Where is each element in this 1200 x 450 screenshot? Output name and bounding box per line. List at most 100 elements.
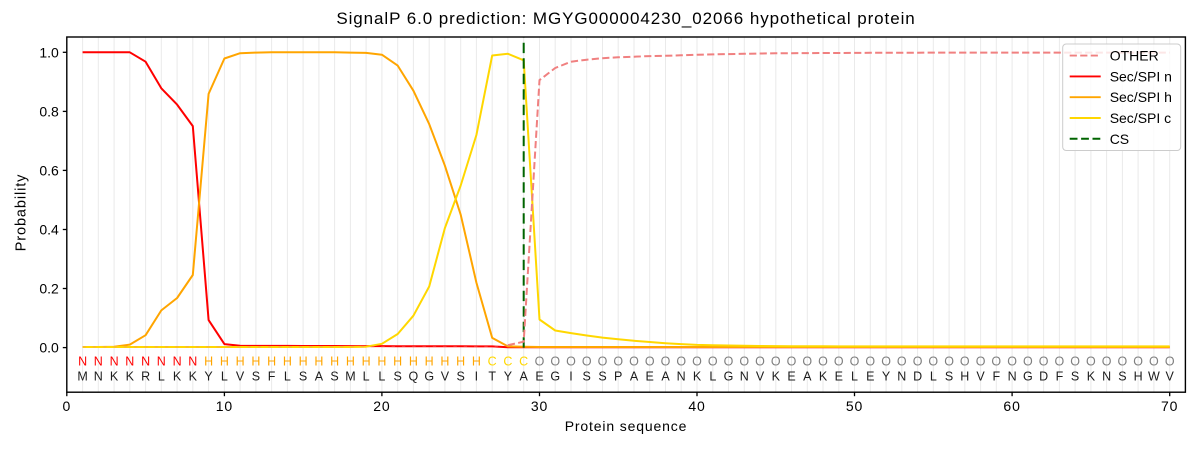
svg-text:I: I — [475, 370, 478, 384]
svg-text:C: C — [519, 355, 528, 369]
svg-text:H: H — [330, 355, 339, 369]
svg-text:10: 10 — [216, 398, 233, 414]
svg-text:CS: CS — [1110, 131, 1129, 147]
svg-text:O: O — [771, 355, 781, 369]
svg-text:F: F — [268, 370, 276, 384]
svg-text:E: E — [646, 370, 654, 384]
svg-text:O: O — [1102, 355, 1112, 369]
svg-text:O: O — [865, 355, 875, 369]
svg-text:N: N — [78, 355, 87, 369]
svg-text:O: O — [944, 355, 954, 369]
svg-text:Y: Y — [504, 370, 513, 384]
svg-text:H: H — [1134, 370, 1143, 384]
svg-text:O: O — [928, 355, 938, 369]
svg-text:H: H — [960, 370, 969, 384]
svg-text:Y: Y — [882, 370, 891, 384]
svg-text:L: L — [221, 370, 228, 384]
svg-text:O: O — [550, 355, 560, 369]
svg-text:M: M — [345, 370, 355, 384]
svg-text:H: H — [472, 355, 481, 369]
svg-text:N: N — [740, 370, 749, 384]
svg-text:A: A — [520, 370, 529, 384]
svg-text:N: N — [94, 355, 103, 369]
svg-text:H: H — [314, 355, 323, 369]
svg-text:H: H — [425, 355, 434, 369]
svg-text:K: K — [819, 370, 828, 384]
svg-text:A: A — [661, 370, 670, 384]
svg-text:O: O — [613, 355, 623, 369]
svg-text:N: N — [1008, 370, 1017, 384]
svg-text:S: S — [1071, 370, 1079, 384]
svg-text:Y: Y — [204, 370, 213, 384]
svg-text:S: S — [394, 370, 402, 384]
svg-text:L: L — [158, 370, 165, 384]
svg-text:1.0: 1.0 — [39, 44, 59, 60]
svg-text:O: O — [708, 355, 718, 369]
svg-text:O: O — [1118, 355, 1128, 369]
svg-text:L: L — [363, 370, 370, 384]
svg-text:H: H — [377, 355, 386, 369]
svg-text:0.0: 0.0 — [39, 340, 59, 356]
svg-text:O: O — [960, 355, 970, 369]
svg-text:N: N — [173, 355, 182, 369]
svg-text:S: S — [252, 370, 260, 384]
svg-text:0.6: 0.6 — [39, 162, 59, 178]
svg-text:N: N — [188, 355, 197, 369]
svg-text:K: K — [173, 370, 182, 384]
svg-text:K: K — [110, 370, 119, 384]
svg-text:A: A — [630, 370, 639, 384]
svg-text:O: O — [629, 355, 639, 369]
svg-text:H: H — [251, 355, 260, 369]
svg-text:R: R — [141, 370, 150, 384]
svg-text:O: O — [1007, 355, 1017, 369]
svg-text:S: S — [598, 370, 606, 384]
svg-text:L: L — [930, 370, 937, 384]
svg-text:K: K — [693, 370, 702, 384]
svg-text:D: D — [913, 370, 922, 384]
svg-text:O: O — [1086, 355, 1096, 369]
svg-text:Protein sequence: Protein sequence — [565, 418, 688, 434]
svg-text:H: H — [299, 355, 308, 369]
svg-text:L: L — [378, 370, 385, 384]
svg-text:Probability: Probability — [14, 174, 30, 252]
svg-text:E: E — [835, 370, 843, 384]
svg-text:O: O — [692, 355, 702, 369]
svg-text:50: 50 — [846, 398, 863, 414]
svg-text:20: 20 — [373, 398, 390, 414]
svg-text:40: 40 — [688, 398, 705, 414]
svg-text:G: G — [424, 370, 434, 384]
svg-text:O: O — [1165, 355, 1175, 369]
svg-text:N: N — [1102, 370, 1111, 384]
svg-text:O: O — [1070, 355, 1080, 369]
svg-text:V: V — [441, 370, 450, 384]
svg-text:O: O — [787, 355, 797, 369]
svg-text:I: I — [569, 370, 572, 384]
svg-text:V: V — [1166, 370, 1175, 384]
svg-text:C: C — [503, 355, 512, 369]
svg-text:Sec/SPI n: Sec/SPI n — [1110, 68, 1172, 84]
svg-text:H: H — [283, 355, 292, 369]
svg-text:V: V — [756, 370, 765, 384]
svg-text:Q: Q — [409, 370, 419, 384]
svg-text:O: O — [1149, 355, 1159, 369]
svg-text:N: N — [141, 355, 150, 369]
svg-text:N: N — [125, 355, 134, 369]
svg-text:L: L — [284, 370, 291, 384]
svg-text:OTHER: OTHER — [1110, 48, 1159, 64]
svg-text:G: G — [1023, 370, 1033, 384]
svg-text:H: H — [409, 355, 418, 369]
svg-text:S: S — [457, 370, 465, 384]
svg-text:P: P — [614, 370, 622, 384]
svg-text:H: H — [236, 355, 245, 369]
svg-text:S: S — [330, 370, 338, 384]
svg-text:H: H — [204, 355, 213, 369]
svg-text:O: O — [897, 355, 907, 369]
svg-text:O: O — [991, 355, 1001, 369]
svg-text:30: 30 — [531, 398, 548, 414]
svg-text:O: O — [739, 355, 749, 369]
svg-text:Sec/SPI c: Sec/SPI c — [1110, 110, 1171, 126]
svg-text:0.8: 0.8 — [39, 103, 59, 119]
svg-text:F: F — [1056, 370, 1064, 384]
svg-text:A: A — [315, 370, 324, 384]
svg-text:0: 0 — [62, 398, 71, 414]
